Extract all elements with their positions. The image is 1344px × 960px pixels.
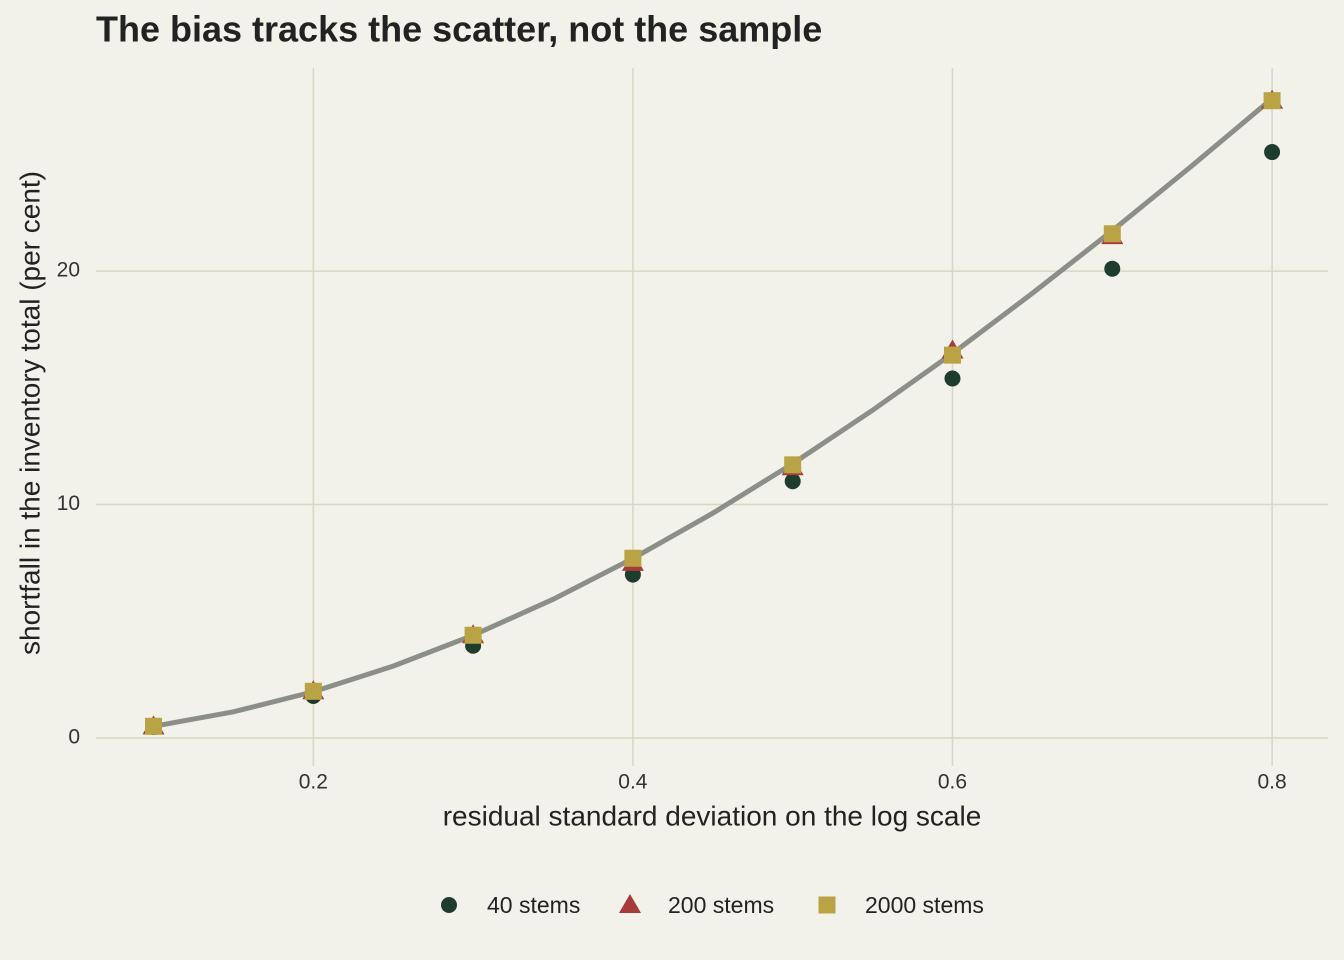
point [1264, 144, 1281, 161]
point [1104, 260, 1121, 277]
legend-marker [619, 894, 641, 913]
x-tick-label: 0.2 [299, 771, 328, 794]
point [1103, 225, 1121, 243]
x-tick-label: 0.8 [1257, 771, 1286, 794]
point [624, 549, 642, 567]
legend-label: 40 stems [487, 892, 580, 918]
point [1263, 92, 1281, 110]
legend-marker [818, 896, 836, 914]
legend-marker [441, 897, 457, 913]
point [145, 717, 163, 735]
legend-label: 200 stems [668, 892, 774, 918]
y-tick-label: 0 [68, 726, 80, 749]
y-axis-title: shortfall in the inventory total (per ce… [14, 171, 45, 655]
x-tick-label: 0.6 [938, 771, 967, 794]
legend-label: 2000 stems [865, 892, 984, 918]
chart-title: The bias tracks the scatter, not the sam… [96, 9, 822, 50]
x-axis-title: residual standard deviation on the log s… [443, 800, 982, 831]
y-tick-label: 10 [57, 492, 80, 515]
y-tick-label: 20 [57, 259, 80, 282]
curve [153, 96, 1274, 729]
x-tick-label: 0.4 [618, 771, 648, 794]
point [784, 473, 801, 490]
point [464, 626, 482, 644]
point [304, 682, 322, 700]
point [784, 456, 802, 474]
point [944, 370, 961, 387]
point [943, 346, 961, 364]
